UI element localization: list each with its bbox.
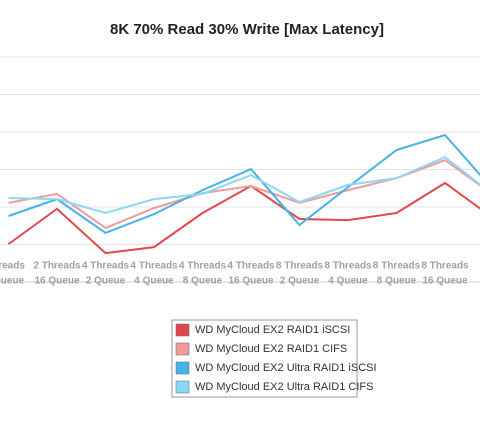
- x-tick-label: 4 Threads: [82, 261, 130, 272]
- x-tick-label: 8 Queue: [183, 276, 223, 287]
- legend-label: WD MyCloud EX2 RAID1 iSCSI: [195, 324, 350, 336]
- x-tick-label: 4 Threads: [179, 261, 227, 272]
- x-tick-label: 2 Threads: [33, 261, 81, 272]
- x-tick-label: 4 Queue: [328, 276, 368, 287]
- series-line: [8, 159, 480, 230]
- x-tick-label: 8 Queue: [377, 276, 417, 287]
- x-tick-label: 8 Threads: [421, 261, 469, 272]
- x-tick-label: 16 Queue: [34, 276, 79, 287]
- x-tick-label: hreads: [0, 261, 25, 272]
- legend-label: WD MyCloud EX2 RAID1 CIFS: [195, 343, 347, 355]
- legend-box: [171, 319, 358, 398]
- legend-swatch: [175, 380, 190, 394]
- x-tick-label: Queue: [0, 276, 24, 287]
- x-tick-label: 16 Queue: [422, 276, 467, 287]
- x-tick-label: 4 Queue: [134, 276, 174, 287]
- legend-swatch: [175, 323, 190, 337]
- x-tick-label: 8 Threads: [324, 261, 372, 272]
- x-tick-label: 8 Threads: [276, 261, 324, 272]
- x-tick-label: 8 Threads: [373, 261, 421, 272]
- x-tick-label: 16 Queue: [228, 276, 273, 287]
- series-line: [8, 155, 480, 215]
- x-tick-label: 4 Threads: [227, 261, 275, 272]
- x-tick-label: 2 Queue: [86, 276, 126, 287]
- legend-label: WD MyCloud EX2 Ultra RAID1 CIFS: [195, 381, 373, 393]
- legend-swatch: [175, 342, 190, 356]
- legend-swatch: [175, 361, 190, 375]
- series-line: [7, 181, 480, 255]
- chart-title: 8K 70% Read 30% Write [Max Latency]: [110, 21, 384, 38]
- x-tick-label: 4 Threads: [130, 261, 178, 272]
- series-line: [8, 133, 480, 234]
- x-tick-label: 2 Queue: [280, 276, 320, 287]
- legend-label: WD MyCloud EX2 Ultra RAID1 iSCSI: [195, 362, 377, 374]
